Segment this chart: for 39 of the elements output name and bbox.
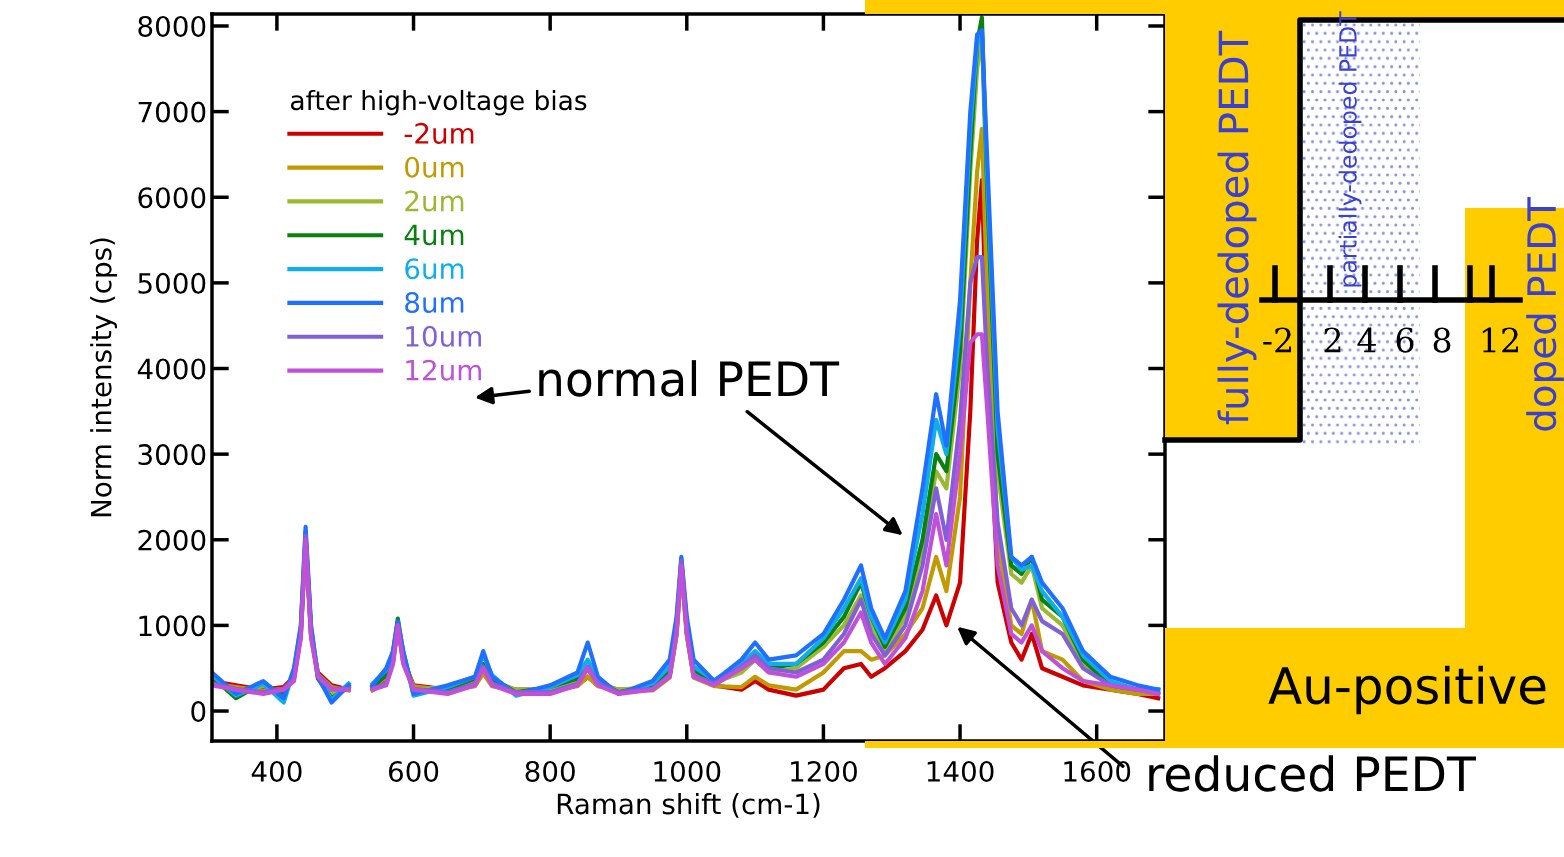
x-tick-label: 1600 xyxy=(1064,760,1131,782)
text: -2 xyxy=(1263,327,1291,353)
x-tick-label: 600 xyxy=(388,760,439,782)
y-axis-title: Norm intensity (cps) xyxy=(90,238,117,517)
legend-label: 6um xyxy=(405,258,464,280)
text: Au-positive xyxy=(1268,665,1546,715)
legend-label: 8um xyxy=(405,292,464,314)
text: 4 xyxy=(1357,327,1376,353)
text: fully-dedoped PEDT xyxy=(1217,30,1257,425)
legend-title: after high-voltage bias xyxy=(291,89,587,116)
legend-label: -2um xyxy=(404,122,474,144)
y-tick-label: 7000 xyxy=(138,101,206,123)
text: reduced PEDT xyxy=(1149,755,1476,792)
text: doped PEDT xyxy=(1526,196,1564,431)
y-tick-label: 6000 xyxy=(138,187,206,209)
x-tick-label: 800 xyxy=(525,760,575,782)
legend-label: 2um xyxy=(405,190,464,212)
y-tick-label: 3000 xyxy=(138,444,206,466)
y-tick-label: 8000 xyxy=(138,15,206,37)
legend-label: 10um xyxy=(406,325,481,347)
y-tick-label: 0 xyxy=(191,700,206,722)
y-tick-label: 2000 xyxy=(138,529,206,551)
x-tick-label: 400 xyxy=(251,760,302,782)
text: 8 xyxy=(1433,327,1451,353)
annotation: normal PEDT xyxy=(539,360,840,397)
x-tick-label: 1400 xyxy=(927,760,994,782)
legend-label: 4um xyxy=(404,224,464,246)
x-axis-title: Raman shift (cm-1) xyxy=(557,792,820,818)
x-tick-label: 1000 xyxy=(654,760,721,782)
text: 2 xyxy=(1324,327,1341,353)
y-tick-label: 4000 xyxy=(137,358,206,380)
y-tick-label: 1000 xyxy=(139,615,206,637)
legend-label: 12um xyxy=(406,359,481,381)
x-tick-label: 1200 xyxy=(791,760,857,782)
legend-label: 0um xyxy=(405,156,464,178)
text: partially-dedoped PEDT xyxy=(1338,11,1362,287)
text: 6 xyxy=(1396,327,1414,353)
y-tick-label: 5000 xyxy=(138,272,206,294)
text: 12 xyxy=(1482,327,1518,353)
